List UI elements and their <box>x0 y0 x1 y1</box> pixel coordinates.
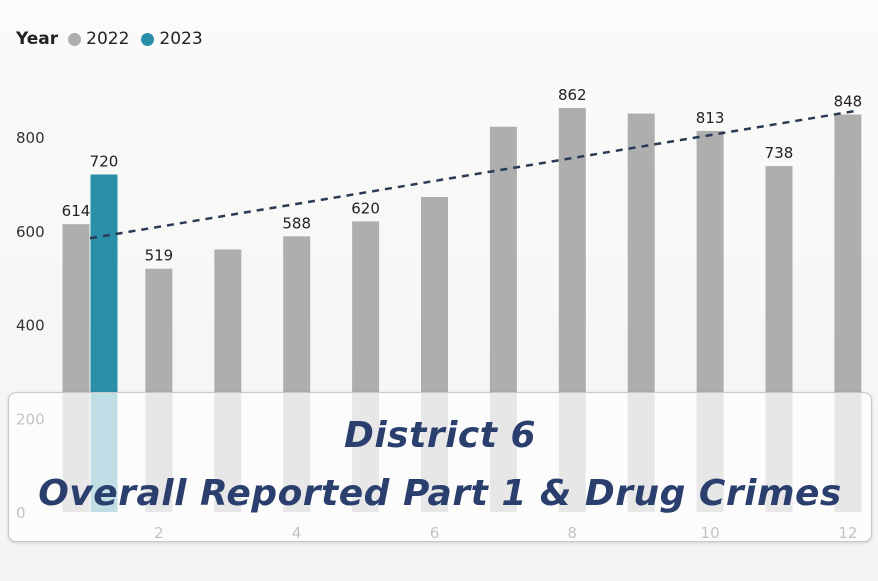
y-tick-label: 800 <box>16 129 45 147</box>
legend-title: Year <box>16 29 59 49</box>
data-label: 848 <box>834 93 863 111</box>
legend-dot-2022 <box>68 32 82 46</box>
data-label: 813 <box>696 109 725 127</box>
legend-dot-2023 <box>141 32 155 46</box>
data-label: 614 <box>62 202 91 220</box>
legend-label-2022: 2022 <box>86 29 130 49</box>
title-banner: District 6 Overall Reported Part 1 & Dru… <box>8 392 872 542</box>
y-tick-label: 600 <box>16 223 45 241</box>
data-label: 720 <box>90 153 119 171</box>
data-label: 519 <box>145 247 174 265</box>
data-label: 862 <box>558 86 587 104</box>
y-tick-label: 400 <box>16 317 45 335</box>
trendline <box>89 109 855 240</box>
legend-label-2023: 2023 <box>159 29 203 49</box>
data-label: 620 <box>351 199 380 217</box>
banner-title-line-1: District 6 <box>343 415 537 456</box>
legend: Year 2022 2023 <box>16 27 209 51</box>
data-label: 588 <box>282 214 311 232</box>
data-label: 738 <box>765 144 794 162</box>
banner-title-line-2: Overall Reported Part 1 & Drug Crimes <box>38 473 842 514</box>
legend-item-2022[interactable]: 2022 <box>68 29 129 49</box>
legend-item-2023[interactable]: 2023 <box>141 29 203 49</box>
